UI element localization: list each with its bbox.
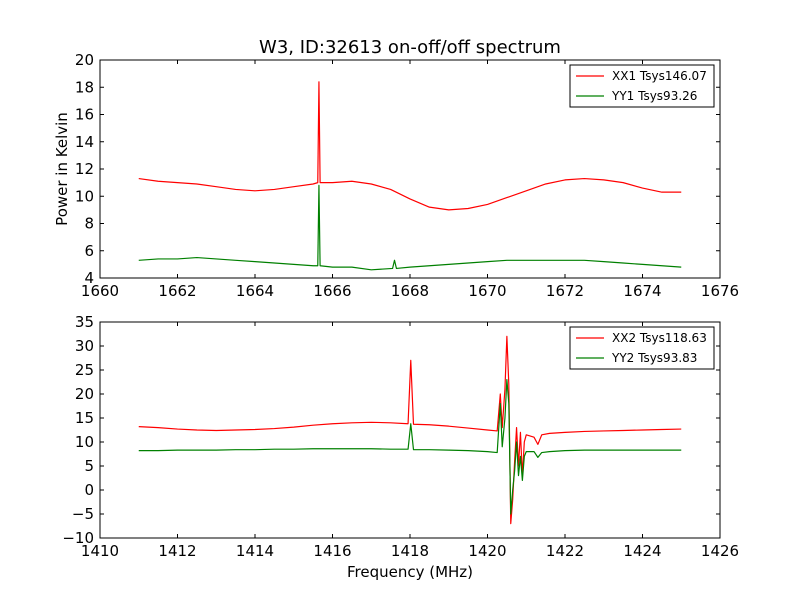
top-panel: 1660 1662 1664 1666 1668 1670 1672 1674 1676 4 6 8…: [53, 51, 739, 300]
top-y-tick-label: 20: [75, 51, 94, 69]
top-x-ticks: 1660 1662 1664 1666 1668 1670 1672 1674 1676: [81, 60, 739, 300]
top-legend: XX1 Tsys146.07 YY1 Tsys93.26: [569, 64, 715, 108]
top-series-line-1: [138, 81, 682, 211]
bottom-x-tick-label: 1416: [313, 542, 351, 560]
bottom-y-tick-label: 0: [84, 481, 94, 499]
bottom-x-tick-label: 1412: [158, 542, 196, 560]
top-legend-box: [569, 64, 715, 108]
top-y-tick-label: 10: [75, 187, 94, 205]
top-y-tick-label: 4: [84, 269, 94, 287]
legend-label-yy1: YY1 Tsys93.26: [611, 89, 697, 103]
top-x-tick-label: 1664: [236, 282, 274, 300]
bottom-x-tick-label: 1426: [701, 542, 739, 560]
top-y-ticks: 4 6 8 10 12 14 16 18 20: [75, 51, 720, 287]
bottom-x-axis-label: Frequency (MHz): [347, 563, 473, 581]
bottom-y-tick-label: 10: [75, 433, 94, 451]
legend-label-xx1: XX1 Tsys146.07: [612, 69, 707, 83]
top-y-axis-label: Power in Kelvin: [53, 112, 71, 226]
top-x-tick-label: 1662: [158, 282, 196, 300]
bottom-y-tick-label: 20: [75, 385, 94, 403]
top-y-tick-label: 18: [75, 78, 94, 96]
bottom-y-ticks: −10 −5 0 5 10 15 20 25 30 35: [62, 313, 720, 547]
top-x-tick-label: 1670: [468, 282, 506, 300]
chart-title: W3, ID:32613 on-off/off spectrum: [259, 37, 561, 58]
bottom-y-tick-label: 35: [75, 313, 94, 331]
top-series-line-2: [138, 184, 682, 271]
top-plot-lines: [138, 81, 682, 271]
bottom-x-tick-label: 1410: [81, 542, 119, 560]
bottom-x-tick-label: 1424: [623, 542, 661, 560]
top-y-tick-label: 14: [75, 133, 94, 151]
bottom-x-tick-label: 1422: [546, 542, 584, 560]
bottom-plot-lines: [138, 335, 682, 525]
top-y-tick-label: 8: [84, 215, 94, 233]
bottom-series-line-1: [138, 335, 682, 525]
bottom-y-tick-label: −10: [62, 529, 94, 547]
top-x-tick-label: 1660: [81, 282, 119, 300]
bottom-x-tick-label: 1420: [468, 542, 506, 560]
bottom-x-tick-label: 1418: [391, 542, 429, 560]
bottom-x-ticks: 1410 1412 1414 1416 1418 1420 1422 1424 1426: [81, 322, 739, 560]
top-x-tick-label: 1668: [391, 282, 429, 300]
top-x-tick-label: 1674: [623, 282, 661, 300]
bottom-y-tick-label: 25: [75, 361, 94, 379]
top-y-tick-label: 6: [84, 242, 94, 260]
bottom-legend-box: [569, 326, 715, 370]
bottom-y-tick-label: 30: [75, 337, 94, 355]
bottom-legend: XX2 Tsys118.63 YY2 Tsys93.83: [569, 326, 715, 370]
bottom-y-tick-label: −5: [72, 505, 94, 523]
bottom-y-tick-label: 5: [84, 457, 94, 475]
legend-label-xx2: XX2 Tsys118.63: [612, 331, 707, 345]
bottom-x-tick-label: 1414: [236, 542, 274, 560]
top-y-tick-label: 16: [75, 106, 94, 124]
bottom-series-line-2: [138, 379, 682, 515]
top-x-tick-label: 1676: [701, 282, 739, 300]
bottom-y-tick-label: 15: [75, 409, 94, 427]
top-y-tick-label: 12: [75, 160, 94, 178]
legend-label-yy2: YY2 Tsys93.83: [611, 351, 697, 365]
top-x-tick-label: 1672: [546, 282, 584, 300]
bottom-panel: 1410 1412 1414 1416 1418 1420 1422 1424 1426 −10…: [62, 313, 739, 581]
top-x-tick-label: 1666: [313, 282, 351, 300]
